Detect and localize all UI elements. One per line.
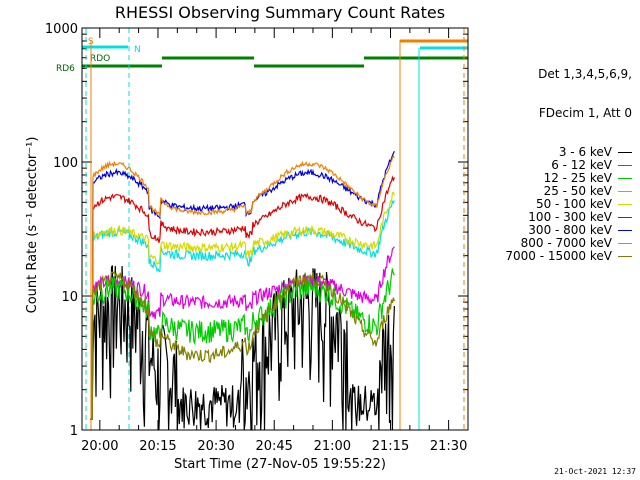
legend-swatch bbox=[618, 217, 632, 218]
legend-label: 800 - 7000 keV bbox=[520, 236, 612, 250]
legend-entry: 25 - 50 keV bbox=[505, 185, 632, 198]
y-tick-label: 100 bbox=[53, 156, 78, 171]
x-tick-label: 20:45 bbox=[255, 439, 292, 454]
legend-entries: 3 - 6 keV 6 - 12 keV 12 - 25 keV 25 - 50 ke… bbox=[505, 146, 632, 263]
series-line-e bbox=[90, 191, 395, 420]
legend-swatch bbox=[618, 204, 632, 205]
flag-lines: SNRDORD6 bbox=[56, 28, 468, 430]
legend-entry: 12 - 25 keV bbox=[505, 172, 632, 185]
x-tick-label: 20:00 bbox=[81, 439, 118, 454]
series-line-h bbox=[90, 154, 395, 420]
flag-label-rdo: RDO bbox=[90, 54, 110, 64]
series-line-g bbox=[90, 150, 395, 420]
x-tick-label: 21:30 bbox=[430, 439, 467, 454]
axes: 1 10 100 1000 20:00 20:15 20:30 20:45 21:00 21:15… bbox=[45, 22, 468, 454]
legend-swatch bbox=[618, 230, 632, 231]
legend-label: 100 - 300 keV bbox=[528, 210, 612, 224]
series-layer bbox=[90, 150, 395, 431]
x-axis-label: Start Time (27-Nov-05 19:55:22) bbox=[174, 457, 386, 472]
y-tick-label: 10 bbox=[61, 290, 78, 305]
legend-entry: 6 - 12 keV bbox=[505, 159, 632, 172]
legend-label: 300 - 800 keV bbox=[528, 223, 612, 237]
legend-swatch bbox=[618, 165, 632, 166]
y-tick-label: 1000 bbox=[45, 22, 78, 37]
series-line-b bbox=[90, 246, 395, 420]
legend-label: 6 - 12 keV bbox=[551, 158, 612, 172]
x-tick-label: 20:30 bbox=[197, 439, 234, 454]
legend-label: 25 - 50 keV bbox=[543, 184, 612, 198]
legend-swatch bbox=[618, 256, 632, 257]
timestamp: 21-Oct-2021 12:37 bbox=[554, 467, 636, 476]
flag-label-rd6: RD6 bbox=[56, 64, 75, 74]
series-line-d bbox=[90, 199, 395, 420]
legend: Det 1,3,4,5,6,9, FDecim 1, Att 0 3 - 6 k… bbox=[505, 42, 632, 276]
y-axis-label: Count Rate (s⁻¹ detector⁻¹) bbox=[25, 137, 40, 314]
legend-entry: 100 - 300 keV bbox=[505, 211, 632, 224]
legend-entry: 7000 - 15000 keV bbox=[505, 250, 632, 263]
legend-entry: 300 - 800 keV bbox=[505, 224, 632, 237]
legend-label: 3 - 6 keV bbox=[558, 145, 612, 159]
legend-label: 50 - 100 keV bbox=[535, 197, 612, 211]
legend-swatch bbox=[618, 178, 632, 179]
series-line-i bbox=[90, 270, 395, 420]
legend-header-2: FDecim 1, Att 0 bbox=[538, 106, 632, 120]
series-line-a bbox=[90, 265, 395, 431]
chart-title: RHESSI Observing Summary Count Rates bbox=[115, 3, 445, 22]
legend-entry: 50 - 100 keV bbox=[505, 198, 632, 211]
legend-swatch bbox=[618, 191, 632, 192]
flag-label-n: N bbox=[134, 45, 141, 55]
y-tick-label: 1 bbox=[70, 424, 78, 439]
plot-frame bbox=[81, 27, 469, 431]
legend-entry: 800 - 7000 keV bbox=[505, 237, 632, 250]
legend-swatch bbox=[618, 243, 632, 244]
x-tick-label: 20:15 bbox=[139, 439, 176, 454]
legend-label: 12 - 25 keV bbox=[543, 171, 612, 185]
x-tick-label: 21:15 bbox=[372, 439, 409, 454]
legend-swatch bbox=[618, 152, 632, 153]
plot-border bbox=[81, 27, 469, 431]
legend-header-1: Det 1,3,4,5,6,9, bbox=[538, 67, 632, 81]
series-line-f bbox=[90, 175, 395, 420]
legend-entry: 3 - 6 keV bbox=[505, 146, 632, 159]
legend-label: 7000 - 15000 keV bbox=[505, 249, 612, 263]
x-tick-label: 21:00 bbox=[314, 439, 351, 454]
